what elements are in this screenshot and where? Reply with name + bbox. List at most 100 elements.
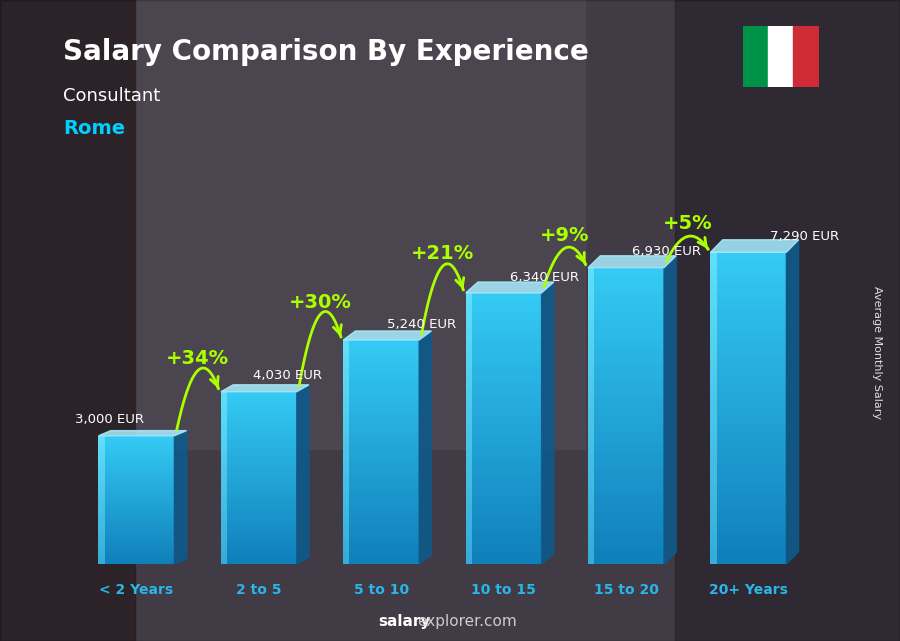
- Bar: [465, 299, 472, 306]
- Text: < 2 Years: < 2 Years: [99, 583, 174, 597]
- Bar: [98, 535, 104, 538]
- Text: +5%: +5%: [662, 215, 712, 233]
- Bar: [588, 460, 664, 468]
- Bar: [465, 327, 472, 333]
- Bar: [220, 478, 227, 482]
- Bar: [710, 330, 716, 338]
- Bar: [710, 478, 787, 486]
- Bar: [710, 401, 787, 408]
- Bar: [588, 445, 594, 453]
- Bar: [588, 327, 664, 335]
- Bar: [588, 349, 664, 356]
- Bar: [220, 474, 297, 478]
- Bar: [98, 487, 175, 490]
- Bar: [220, 499, 227, 504]
- Bar: [710, 455, 787, 463]
- Bar: [220, 417, 297, 422]
- Bar: [98, 558, 175, 561]
- Bar: [343, 463, 419, 469]
- Bar: [588, 453, 664, 460]
- Bar: [465, 293, 542, 299]
- Bar: [710, 369, 716, 377]
- Bar: [465, 327, 542, 333]
- Bar: [98, 522, 104, 526]
- Bar: [465, 435, 472, 442]
- Bar: [343, 379, 419, 385]
- Bar: [710, 447, 716, 455]
- Polygon shape: [787, 240, 798, 564]
- Bar: [98, 468, 175, 471]
- Bar: [588, 319, 594, 327]
- Bar: [343, 536, 419, 542]
- Bar: [220, 426, 227, 431]
- Bar: [98, 510, 175, 513]
- Bar: [465, 388, 542, 395]
- Bar: [588, 356, 594, 364]
- Bar: [710, 431, 787, 439]
- Bar: [588, 416, 594, 423]
- Bar: [220, 456, 297, 461]
- Bar: [343, 452, 349, 458]
- Bar: [0, 0, 135, 641]
- Bar: [343, 553, 349, 558]
- Bar: [220, 529, 227, 534]
- Bar: [588, 268, 664, 275]
- Bar: [220, 538, 227, 542]
- Bar: [343, 368, 349, 374]
- Bar: [220, 396, 297, 401]
- Text: Consultant: Consultant: [63, 87, 160, 104]
- Bar: [710, 541, 787, 549]
- Bar: [465, 530, 542, 537]
- Bar: [343, 542, 349, 547]
- Text: 20+ Years: 20+ Years: [709, 583, 788, 597]
- Bar: [588, 364, 594, 371]
- Bar: [588, 490, 664, 497]
- Text: explorer.com: explorer.com: [417, 614, 517, 629]
- Bar: [710, 377, 716, 385]
- Bar: [98, 506, 175, 510]
- Bar: [98, 535, 175, 538]
- Bar: [465, 503, 472, 510]
- Bar: [220, 401, 227, 404]
- Bar: [220, 404, 227, 409]
- Bar: [710, 408, 716, 416]
- Bar: [343, 390, 419, 396]
- Bar: [588, 438, 594, 445]
- Bar: [98, 449, 104, 452]
- Bar: [98, 545, 104, 548]
- Bar: [220, 452, 227, 456]
- Bar: [220, 542, 297, 547]
- Bar: [98, 551, 175, 554]
- Text: +34%: +34%: [166, 349, 230, 368]
- Bar: [98, 471, 175, 474]
- Bar: [588, 497, 594, 505]
- Bar: [588, 290, 594, 297]
- Bar: [98, 458, 175, 462]
- Bar: [588, 304, 664, 312]
- Bar: [465, 469, 472, 476]
- Bar: [465, 381, 472, 388]
- Bar: [343, 486, 349, 491]
- Bar: [220, 534, 227, 538]
- Bar: [220, 525, 227, 529]
- Bar: [220, 482, 297, 487]
- Bar: [588, 371, 594, 379]
- Bar: [98, 542, 104, 545]
- Bar: [588, 327, 594, 335]
- Bar: [98, 445, 175, 449]
- Bar: [343, 480, 419, 486]
- Bar: [710, 517, 787, 525]
- Bar: [710, 494, 787, 502]
- Bar: [465, 388, 472, 395]
- Bar: [98, 490, 175, 494]
- Text: 6,340 EUR: 6,340 EUR: [509, 271, 579, 283]
- Bar: [465, 354, 472, 361]
- Bar: [343, 503, 349, 508]
- Bar: [343, 362, 349, 368]
- Bar: [710, 307, 716, 315]
- Bar: [220, 560, 227, 564]
- Bar: [220, 435, 297, 439]
- Bar: [343, 340, 419, 345]
- Polygon shape: [98, 431, 186, 436]
- Polygon shape: [542, 282, 554, 564]
